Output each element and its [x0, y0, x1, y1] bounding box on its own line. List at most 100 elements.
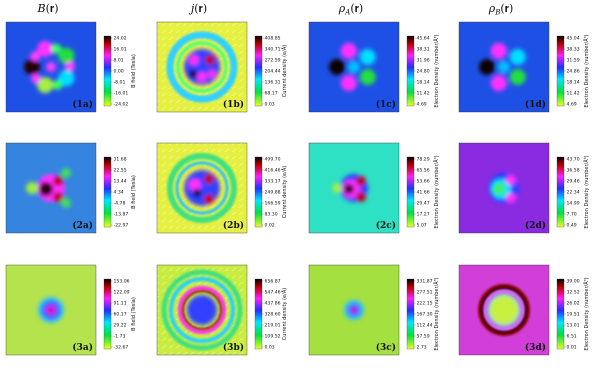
- heatmap-frame: [308, 264, 400, 356]
- colorbar-tick-label: 18.14: [417, 80, 430, 86]
- panel-label: (1d): [525, 99, 546, 110]
- colorbar-tick-label: 45.64: [417, 36, 430, 42]
- colorbar: [254, 278, 263, 350]
- panel-label: (3d): [525, 342, 546, 353]
- panel: (2b) 499.70 416.46 333.17 249.88 166.59 83.30 0…: [156, 142, 288, 234]
- heatmap: [459, 143, 549, 233]
- heatmap-blob: [352, 308, 356, 312]
- column-header: j(𝐫): [188, 2, 207, 15]
- colorbar: [556, 278, 565, 350]
- colorbar-tick-label: 272.59: [265, 58, 281, 64]
- header-symbol: ρ: [488, 2, 496, 15]
- colorbar-tick-label: 11.42: [417, 91, 430, 97]
- panel-label: (3b): [223, 342, 244, 353]
- heatmap: [6, 143, 96, 233]
- header-argument: (𝐫): [46, 2, 59, 15]
- colorbar: [254, 35, 263, 107]
- heatmap: [309, 22, 399, 112]
- colorbar-tick-label: 204.44: [265, 69, 281, 75]
- panel: (2c) 78.29 65.56 53.66 41.66 29.47 17.27 5.07 El…: [308, 142, 440, 234]
- heatmap-blob: [189, 179, 201, 191]
- heatmap: [157, 22, 247, 112]
- heatmap-ring: [478, 284, 530, 336]
- heatmap-features: [329, 42, 376, 92]
- heatmap-features: [344, 300, 364, 320]
- colorbar-tick-label: 0.01: [567, 345, 577, 351]
- heatmap-ring: [161, 269, 243, 351]
- colorbar-label: Electron Density (number/Å³): [433, 277, 440, 350]
- heatmap-blob: [332, 183, 342, 193]
- panel-label: (2d): [525, 220, 546, 231]
- colorbar-tick-label: 2.73: [417, 345, 427, 351]
- heatmap: [157, 265, 247, 355]
- heatmap-blob: [208, 70, 216, 78]
- heatmap-blob: [39, 182, 53, 196]
- colorbar-tick-label: 0.03: [265, 102, 275, 108]
- colorbar-tick-label: 333.17: [265, 179, 281, 185]
- colorbar: [254, 156, 263, 228]
- colorbar-tick-label: 83.30: [265, 212, 278, 218]
- heatmap-frame: [458, 264, 550, 356]
- heatmap: [309, 265, 399, 355]
- heatmap-frame: [458, 142, 550, 234]
- heatmap-features: [38, 297, 64, 323]
- column-header: ρB(𝐫): [488, 2, 514, 17]
- colorbar: [556, 156, 565, 228]
- heatmap-blob: [61, 198, 71, 208]
- colorbar-tick-label: 0.00: [114, 69, 124, 75]
- colorbar-tick-label: 167.30: [417, 312, 433, 318]
- colorbar-tick-label: 340.71: [265, 47, 281, 53]
- colorbar-tick-label: 53.66: [417, 179, 430, 185]
- colorbar-tick-label: 38.31: [417, 47, 430, 53]
- colorbar-tick-label: 17.27: [417, 212, 430, 218]
- colorbar-tick-label: 8.01: [114, 58, 124, 64]
- heatmap-blob: [329, 59, 345, 75]
- colorbar-tick-label: 38.33: [567, 47, 580, 53]
- heatmap-blob: [359, 49, 376, 66]
- heatmap-blob: [52, 79, 63, 90]
- colorbar-tick-label: 16.01: [114, 47, 127, 53]
- heatmap-blob: [37, 77, 54, 94]
- heatmap-blob: [204, 194, 214, 204]
- heatmap-frame: [5, 142, 97, 234]
- panel-label: (1b): [223, 99, 244, 110]
- colorbar-tick-label: 0.49: [567, 223, 577, 229]
- panel: (1d) 45.04 38.33 31.59 24.86 18.14 11.42 4.69 El…: [458, 21, 590, 113]
- colorbar-tick-label: 11.42: [567, 91, 580, 97]
- header-symbol: ρ: [338, 2, 346, 15]
- heatmap-ring: [178, 286, 226, 334]
- panel-label: (2c): [376, 220, 396, 231]
- heatmap: [6, 265, 96, 355]
- colorbar: [103, 278, 112, 350]
- colorbar-tick-label: 45.04: [567, 36, 580, 42]
- heatmap-blob: [490, 42, 507, 59]
- colorbar-tick-label: 4.34: [114, 190, 124, 196]
- colorbar-tick-label: 109.52: [265, 334, 281, 340]
- colorbar-tick-label: -8.01: [114, 80, 126, 86]
- heatmap-blob: [189, 70, 197, 78]
- colorbar-tick-label: 166.59: [265, 201, 281, 207]
- colorbar: [406, 35, 415, 107]
- heatmap-blob: [490, 75, 507, 92]
- colorbar-tick-label: 19.51: [567, 312, 580, 318]
- colorbar-tick-label: -4.78: [114, 201, 126, 207]
- heatmap-blob: [53, 192, 63, 202]
- heatmap-blob: [359, 68, 376, 85]
- heatmap-features: [24, 40, 75, 94]
- heatmap-blob: [184, 170, 220, 206]
- colorbar-tick-label: -16.01: [114, 91, 129, 97]
- heatmap-features: [487, 293, 521, 327]
- colorbar: [103, 156, 112, 228]
- colorbar: [406, 156, 415, 228]
- colorbar-tick-label: 499.70: [265, 157, 281, 163]
- heatmap-blob: [493, 183, 505, 195]
- heatmap-blob: [37, 40, 54, 57]
- heatmap: [309, 143, 399, 233]
- heatmap-blob: [46, 62, 56, 72]
- colorbar-tick-label: 57.59: [417, 334, 430, 340]
- colorbar-tick-label: 219.01: [265, 323, 281, 329]
- heatmap-frame: [156, 21, 248, 113]
- heatmap-blob: [58, 47, 75, 64]
- colorbar-tick-label: 65.56: [417, 168, 430, 174]
